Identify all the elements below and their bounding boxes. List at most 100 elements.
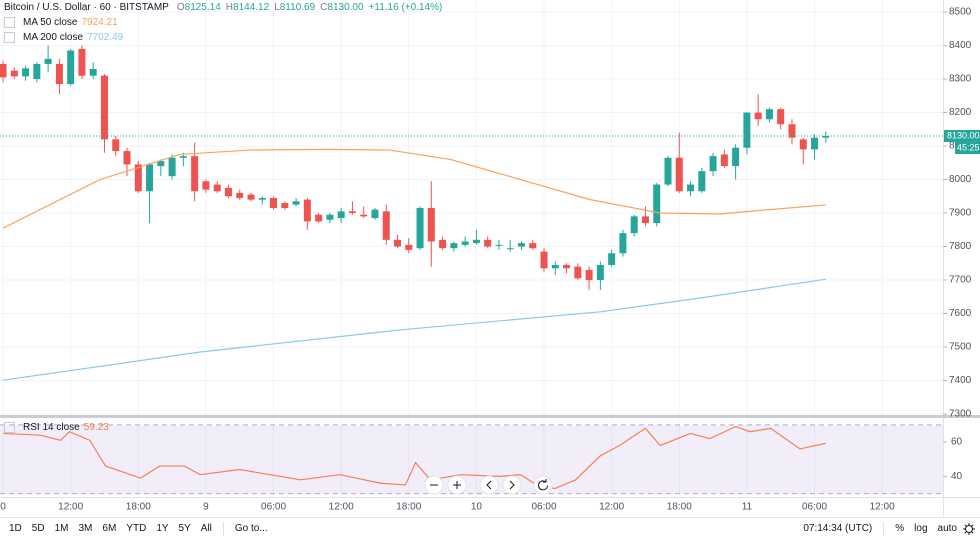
- timeframe-button[interactable]: YTD: [126, 523, 147, 534]
- timeframe-button[interactable]: All: [200, 523, 212, 534]
- candle-body: [123, 151, 131, 165]
- candle-body: [551, 264, 559, 269]
- time-tick-label: 06:00: [802, 502, 827, 513]
- gear-spokes: [963, 522, 975, 535]
- candle-body: [450, 243, 458, 249]
- collapse-button[interactable]: [4, 32, 15, 43]
- candle-body: [67, 50, 75, 85]
- candle-body: [405, 244, 413, 250]
- legend-row: MA 200 close 7702.49: [4, 30, 447, 45]
- ohlc-key: L: [274, 2, 280, 13]
- timeframe-button[interactable]: 6M: [102, 523, 117, 534]
- candle-body: [168, 157, 176, 177]
- collapse-button[interactable]: [4, 422, 15, 433]
- price-tick-label: 8300: [949, 74, 972, 85]
- candle-body: [720, 154, 728, 167]
- candle-body: [22, 68, 30, 77]
- candle-body: [653, 184, 661, 224]
- last-price-label: 8130.00: [947, 130, 980, 140]
- candle-body: [675, 157, 683, 192]
- candle-body: [788, 124, 796, 138]
- legend-value: 7702.49: [87, 32, 124, 43]
- candle-body: [743, 112, 751, 148]
- collapse-button[interactable]: [4, 17, 15, 28]
- legend-row: RSI 14 close 59.23: [4, 420, 113, 435]
- time-tick-label: 06:00: [261, 502, 286, 513]
- scale-button[interactable]: log: [914, 523, 928, 534]
- gear-icon: [965, 524, 973, 533]
- time-tick-label: 18:00: [667, 502, 692, 513]
- candle-body: [574, 266, 582, 279]
- time-tick-label: 06:00: [532, 502, 557, 513]
- candle-body: [0, 63, 7, 78]
- line-series: [2, 278, 826, 381]
- rsi-tick-label: 40: [951, 471, 963, 482]
- reset-button[interactable]: [533, 475, 553, 495]
- candle-body: [281, 202, 289, 209]
- plus-icon: [453, 481, 461, 489]
- zoom-controls: [424, 475, 553, 495]
- timeframe-button[interactable]: 1D: [9, 523, 22, 534]
- timeframe-button[interactable]: 1M: [54, 523, 69, 534]
- candle-body: [811, 137, 819, 150]
- candle-body: [44, 58, 52, 64]
- candle-body: [585, 269, 593, 281]
- timeframe-button[interactable]: 5Y: [178, 523, 191, 534]
- candle-body: [799, 139, 807, 150]
- time-tick-label: 12:00: [599, 502, 624, 513]
- change-value: +11.16 (+0.14%): [368, 2, 443, 13]
- legend-name: MA 50 close: [23, 17, 78, 28]
- price-tick-label: 8200: [949, 107, 972, 118]
- candle-body: [236, 192, 244, 198]
- price-tick-label: 8500: [949, 7, 972, 18]
- ohlc-key: H: [225, 2, 234, 13]
- timeframe-button[interactable]: 1Y: [156, 523, 169, 534]
- candle-body: [33, 63, 41, 80]
- candle-body: [765, 109, 773, 120]
- candle-body: [461, 241, 469, 245]
- scroll-left-button[interactable]: [479, 475, 499, 495]
- scale-button[interactable]: %: [895, 523, 905, 534]
- candle-body: [777, 109, 785, 125]
- candle-body: [55, 63, 63, 85]
- ohlc-value: 8125.14: [184, 2, 221, 13]
- ohlc-key: O: [176, 2, 185, 13]
- ohlc-value: 8130.00: [327, 2, 364, 13]
- candle-body: [394, 239, 402, 247]
- candle-body: [529, 243, 537, 249]
- left-icon: [486, 480, 492, 490]
- time-tick-label: 12:00: [58, 502, 83, 513]
- timeframe-button[interactable]: 3M: [78, 523, 93, 534]
- candle-body: [382, 211, 390, 240]
- candle-body: [687, 184, 695, 192]
- candle-body: [540, 251, 548, 269]
- timeframe-button[interactable]: 5D: [31, 523, 45, 534]
- time-tick-label: 12:00: [329, 502, 354, 513]
- time-tick-label: 0: [0, 502, 6, 513]
- legend-name: RSI 14 close: [23, 422, 80, 433]
- settings-button[interactable]: [962, 522, 976, 536]
- countdown-label: 45:25: [957, 142, 980, 152]
- rsi-tick-label: 60: [951, 437, 963, 448]
- price-tick-label: 8400: [949, 40, 972, 51]
- candle-body: [822, 135, 830, 138]
- price-tick-label: 7300: [949, 409, 972, 420]
- scale-button[interactable]: auto: [937, 523, 957, 534]
- legend-row: Bitcoin / U.S. Dollar · 60 · BITSTAMP O 81…: [4, 0, 447, 15]
- candle-body: [698, 171, 706, 192]
- time-tick-label: 18:00: [126, 502, 151, 513]
- candle-body: [315, 214, 323, 222]
- candle-body: [10, 70, 18, 77]
- candle-body: [326, 214, 334, 220]
- ohlc-key: C: [320, 2, 328, 13]
- scroll-right-button[interactable]: [502, 475, 522, 495]
- candle-body: [224, 187, 232, 197]
- candle-body: [89, 68, 97, 76]
- candle-body: [134, 164, 142, 192]
- goto-button[interactable]: Go to...: [234, 523, 268, 534]
- time-tick-label: 18:00: [396, 502, 421, 513]
- candle-body: [112, 139, 120, 152]
- separator: [883, 521, 885, 536]
- ohlc-value: 8144.12: [233, 2, 270, 13]
- candle-body: [484, 239, 492, 247]
